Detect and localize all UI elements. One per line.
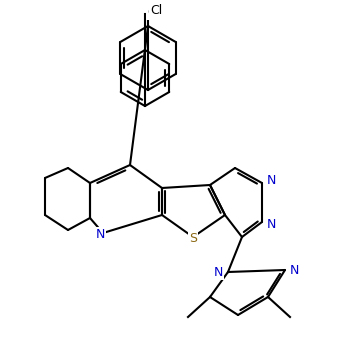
Text: N: N <box>290 263 299 276</box>
Text: S: S <box>189 233 197 245</box>
Text: N: N <box>214 265 223 279</box>
Text: N: N <box>267 174 276 187</box>
Text: Cl: Cl <box>147 6 159 18</box>
Text: N: N <box>95 228 105 241</box>
Text: Cl: Cl <box>150 5 162 18</box>
Text: N: N <box>267 217 276 231</box>
